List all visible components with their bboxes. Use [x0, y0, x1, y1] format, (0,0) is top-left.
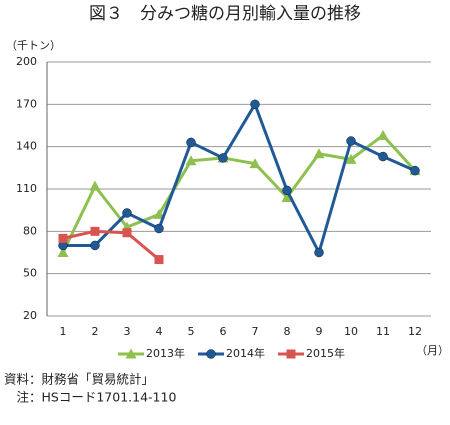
- marker: [58, 233, 68, 243]
- marker: [154, 223, 164, 234]
- y-tick-label: 110: [16, 182, 37, 195]
- marker: [206, 349, 216, 359]
- marker: [377, 129, 389, 140]
- x-tick-label: 2: [92, 325, 99, 338]
- marker: [125, 348, 137, 359]
- chart-title: 図３ 分みつ糖の月別輸入量の推移: [89, 4, 361, 24]
- marker: [281, 191, 293, 202]
- y-axis-label: （千トン）: [6, 39, 61, 52]
- legend-label: 2013年: [146, 346, 185, 360]
- marker: [346, 136, 356, 146]
- x-tick-label: 9: [316, 325, 323, 338]
- marker: [122, 228, 132, 238]
- x-tick-label: 4: [156, 325, 163, 338]
- x-tick-label: 3: [124, 325, 131, 338]
- x-tick-label: 8: [284, 325, 291, 338]
- x-axis-label: （月）: [416, 344, 449, 357]
- y-tick-label: 170: [16, 97, 37, 110]
- marker: [186, 137, 196, 148]
- x-tick-label: 5: [188, 325, 195, 338]
- marker: [154, 255, 164, 265]
- marker: [249, 158, 261, 169]
- note: 注：HSコード1701.14-110: [4, 390, 176, 405]
- series-line: [63, 100, 416, 257]
- x-tick-label: 12: [408, 325, 422, 338]
- marker: [250, 99, 260, 110]
- x-tick-label: 1: [60, 325, 67, 338]
- marker: [313, 148, 325, 159]
- marker: [410, 165, 420, 176]
- x-tick-label: 7: [252, 325, 259, 338]
- y-tick-label: 80: [23, 224, 37, 237]
- y-tick-label: 20: [23, 309, 37, 322]
- y-tick-label: 50: [23, 267, 37, 280]
- y-tick-label: 200: [16, 55, 37, 68]
- marker: [378, 151, 388, 162]
- marker: [57, 247, 69, 257]
- marker: [90, 240, 100, 251]
- marker: [90, 226, 100, 236]
- x-tick-label: 6: [220, 325, 227, 338]
- series-line: [62, 229, 160, 261]
- marker: [185, 155, 197, 166]
- marker: [345, 153, 357, 164]
- note: 資料：財務省「貿易統計」: [4, 372, 154, 387]
- y-tick-label: 140: [16, 140, 37, 153]
- marker: [122, 208, 132, 218]
- marker: [282, 185, 292, 196]
- x-tick-label: 10: [344, 325, 358, 338]
- marker: [314, 247, 324, 258]
- x-tick-label: 11: [376, 325, 390, 338]
- marker: [286, 349, 296, 359]
- legend-label: 2014年: [226, 346, 265, 360]
- legend-label: 2015年: [306, 346, 345, 360]
- marker: [89, 180, 101, 191]
- marker: [153, 208, 165, 219]
- marker: [218, 153, 228, 163]
- series-line: [61, 133, 417, 254]
